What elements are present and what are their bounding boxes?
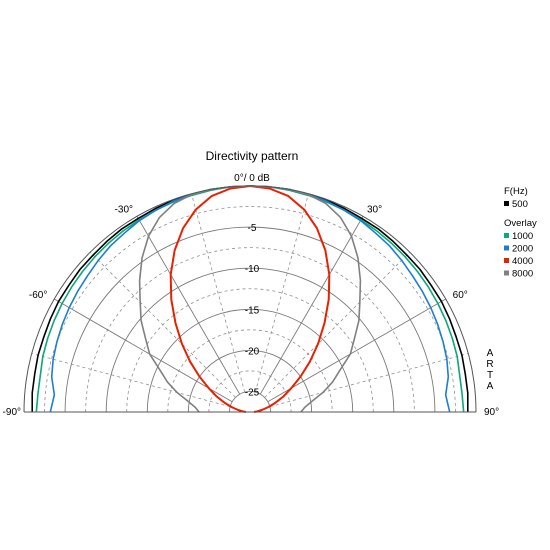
grid-spoke-minor (264, 251, 411, 398)
grid-ring-minor (85, 247, 415, 413)
chart-title: Directivity pattern (206, 149, 299, 163)
series-layer (31, 185, 469, 413)
series-4000-line (169, 185, 331, 413)
angle-label: 30° (367, 204, 382, 215)
grid-ring-minor (208, 370, 292, 413)
legend-swatch-8000 (504, 270, 509, 276)
watermark-letter: A (487, 348, 494, 359)
grid-spoke-minor (31, 353, 231, 408)
series-500-line (31, 185, 469, 413)
radial-tick-label: -20 (245, 346, 260, 357)
grid-spoke-major (267, 298, 446, 403)
watermark-letter: T (487, 370, 493, 381)
grid-ring-minor (126, 288, 374, 413)
legend-label-500: 500 (512, 199, 528, 210)
grid-spoke-major (54, 298, 233, 403)
legend-label-1000: 1000 (512, 231, 533, 242)
center-label: 0°/ 0 dB (234, 173, 270, 184)
legend-swatch-4000 (504, 258, 509, 263)
outer-arc (23, 185, 477, 413)
watermark-letter: R (486, 359, 493, 370)
legend-label-2000: 2000 (512, 244, 533, 255)
radial-tick-label: -10 (245, 264, 260, 275)
angle-label: -60° (29, 290, 47, 301)
watermark-letter: A (487, 381, 494, 392)
angle-label: 60° (453, 290, 468, 301)
grid-ring-major (229, 391, 271, 413)
legend-overlay-label: Overlay (504, 218, 537, 229)
grid-spoke-minor (254, 193, 309, 393)
grid-ring-major (105, 267, 395, 413)
grid-ring-major (187, 350, 313, 413)
angle-label: -30° (115, 204, 133, 215)
grid-spoke-major (136, 216, 241, 395)
radial-tick-labels: -5 -10 -15 -20 -25 (245, 223, 260, 398)
axis-frame (23, 185, 477, 413)
angle-label: -90° (3, 407, 21, 418)
grid-ring-major (64, 226, 436, 413)
series-8000-line (138, 185, 362, 413)
legend-label-4000: 4000 (512, 256, 533, 267)
radial-tick-label: -15 (245, 305, 260, 316)
legend-header: F(Hz) (504, 186, 528, 197)
legend-swatch-2000 (504, 245, 509, 251)
grid-ring-major (146, 308, 354, 413)
grid-spoke-minor (89, 251, 236, 398)
grid-ring-minor (167, 329, 333, 413)
angle-label: 90° (484, 407, 499, 418)
legend-swatch-1000 (504, 233, 509, 238)
grid-spoke-major (259, 216, 364, 395)
radial-tick-label: -5 (248, 223, 257, 234)
grid-spoke-minor (269, 353, 469, 408)
angle-tick-labels: -90° -60° -30° 30° 60° 90° (3, 204, 500, 418)
legend-label-8000: 8000 (512, 269, 533, 280)
legend-swatch-500 (504, 201, 509, 206)
grid-spoke-minor (191, 193, 246, 393)
radial-tick-label: -25 (245, 387, 260, 398)
series-1000-line (35, 185, 465, 413)
polar-grid (31, 193, 469, 413)
